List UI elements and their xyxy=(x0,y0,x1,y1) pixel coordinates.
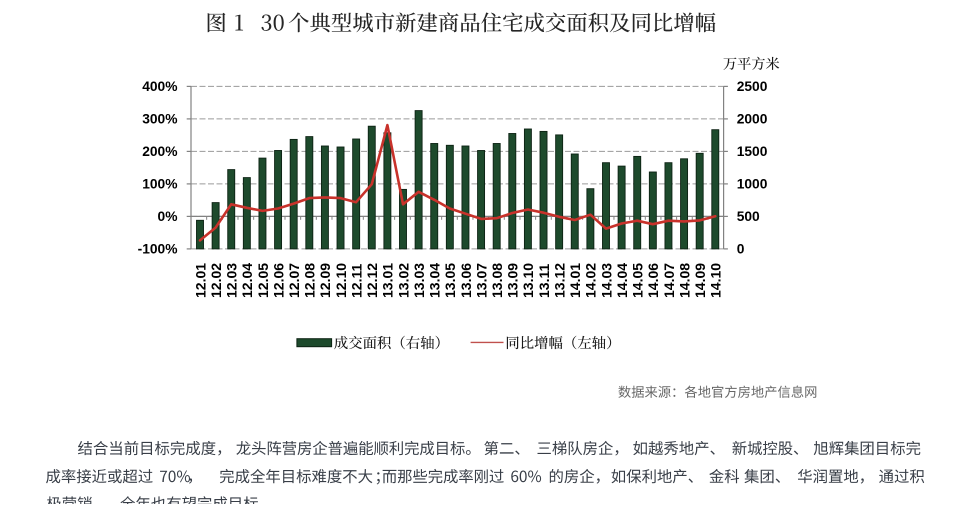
svg-text:12.09: 12.09 xyxy=(317,263,333,298)
svg-text:400%: 400% xyxy=(142,79,177,94)
svg-text:14.05: 14.05 xyxy=(630,263,646,298)
svg-text:200%: 200% xyxy=(142,144,177,159)
svg-text:13.10: 13.10 xyxy=(520,263,536,298)
svg-text:13.11: 13.11 xyxy=(536,264,552,298)
svg-text:12.12: 12.12 xyxy=(364,263,380,298)
svg-text:12.02: 12.02 xyxy=(208,263,224,298)
svg-text:1500: 1500 xyxy=(737,144,768,159)
svg-text:13.04: 13.04 xyxy=(427,263,443,298)
svg-text:14.08: 14.08 xyxy=(676,263,692,298)
svg-text:12.08: 12.08 xyxy=(302,263,318,298)
svg-text:12.01: 12.01 xyxy=(192,263,208,298)
svg-text:12.06: 12.06 xyxy=(270,263,286,298)
svg-text:13.07: 13.07 xyxy=(473,263,489,298)
svg-text:13.02: 13.02 xyxy=(395,263,411,298)
svg-text:13.12: 13.12 xyxy=(551,263,567,298)
svg-text:13.08: 13.08 xyxy=(489,263,505,298)
svg-text:13.03: 13.03 xyxy=(411,263,427,298)
svg-text:13.05: 13.05 xyxy=(442,263,458,298)
svg-text:0%: 0% xyxy=(158,209,178,224)
svg-text:500: 500 xyxy=(737,209,760,224)
svg-text:2000: 2000 xyxy=(737,112,768,127)
svg-text:1000: 1000 xyxy=(737,177,768,192)
svg-text:12.10: 12.10 xyxy=(333,263,349,298)
svg-text:2500: 2500 xyxy=(737,79,768,94)
svg-text:12.07: 12.07 xyxy=(286,263,302,298)
svg-text:14.09: 14.09 xyxy=(692,263,708,298)
svg-text:13.06: 13.06 xyxy=(458,263,474,298)
svg-text:12.04: 12.04 xyxy=(239,263,255,298)
svg-text:14.02: 14.02 xyxy=(583,263,599,298)
svg-text:12.03: 12.03 xyxy=(224,263,240,298)
svg-text:14.01: 14.01 xyxy=(567,263,583,298)
svg-text:12.11: 12.11 xyxy=(348,264,364,298)
svg-text:13.09: 13.09 xyxy=(505,263,521,298)
svg-text:14.03: 14.03 xyxy=(598,263,614,298)
svg-text:14.06: 14.06 xyxy=(645,263,661,298)
svg-text:300%: 300% xyxy=(142,112,177,127)
svg-text:14.04: 14.04 xyxy=(614,263,630,298)
svg-text:13.01: 13.01 xyxy=(380,263,396,298)
svg-text:100%: 100% xyxy=(142,177,177,192)
svg-text:12.05: 12.05 xyxy=(255,263,271,298)
svg-text:14.07: 14.07 xyxy=(661,263,677,298)
svg-text:14.10: 14.10 xyxy=(708,263,724,298)
svg-text:0: 0 xyxy=(737,242,745,257)
svg-text:-100%: -100% xyxy=(138,242,178,257)
